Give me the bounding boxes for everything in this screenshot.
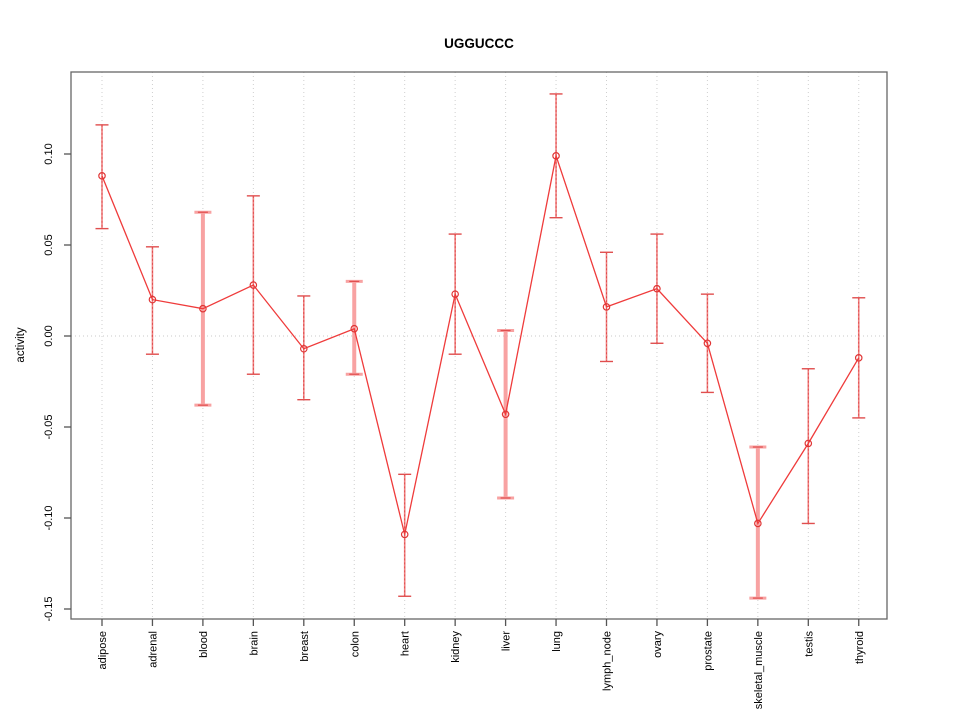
axes xyxy=(64,71,888,626)
data-point-prostate xyxy=(703,339,712,348)
data-point-kidney xyxy=(451,290,459,298)
data-point-brain xyxy=(249,281,258,289)
x-tick-label-kidney: kidney xyxy=(450,631,462,663)
x-tick-label-ovary: ovary xyxy=(652,631,664,658)
data-point-blood xyxy=(199,304,207,313)
x-tick-label-heart: heart xyxy=(400,631,412,656)
series-line xyxy=(101,153,860,535)
data-point-adipose xyxy=(98,172,106,180)
y-tick-label--0.05: -0.05 xyxy=(43,414,55,439)
data-point-breast xyxy=(299,344,308,353)
data-point-skeletal_muscle xyxy=(754,519,762,528)
data-point-ovary xyxy=(653,284,661,293)
x-tick-label-colon: colon xyxy=(349,631,361,657)
x-tick-label-breast: breast xyxy=(299,631,311,662)
error-bars xyxy=(95,93,866,600)
data-point-colon xyxy=(350,324,359,333)
y-tick-label--0.15: -0.15 xyxy=(43,596,55,621)
data-point-liver xyxy=(501,410,510,419)
data-points xyxy=(98,152,863,539)
axis-labels: 0.10 0.05 0.00 -0.05 -0.10 -0.15 adipose adrena… xyxy=(43,143,866,709)
y-axis-title: activity xyxy=(15,327,27,362)
data-point-lymph_node xyxy=(602,303,611,311)
x-tick-label-blood: blood xyxy=(198,631,210,658)
data-point-adrenal xyxy=(148,295,157,304)
x-tick-label-thyroid: thyroid xyxy=(854,631,866,664)
data-point-lung xyxy=(552,152,560,160)
x-tick-label-adrenal: adrenal xyxy=(147,631,159,668)
y-tick-label-0.00: 0.00 xyxy=(43,325,55,346)
y-tick-label-0.10: 0.10 xyxy=(43,143,55,164)
series-polyline xyxy=(101,153,860,535)
x-tick-label-lymph_node: lymph_node xyxy=(602,631,614,691)
x-tick-label-liver: liver xyxy=(501,631,513,652)
data-point-testis xyxy=(804,439,813,448)
chart-title: UGGUCCC xyxy=(444,36,514,51)
x-tick-label-prostate: prostate xyxy=(702,631,714,671)
x-tick-label-skeletal_muscle: skeletal_muscle xyxy=(753,631,765,709)
gridlines xyxy=(71,72,887,619)
x-tick-label-testis: testis xyxy=(803,631,815,657)
data-point-heart xyxy=(400,530,409,539)
plot-box xyxy=(70,71,888,620)
y-tick-label--0.10: -0.10 xyxy=(43,505,55,530)
y-tick-label-0.05: 0.05 xyxy=(43,234,55,255)
x-tick-label-adipose: adipose xyxy=(97,631,109,670)
x-tick-label-brain: brain xyxy=(248,631,260,655)
x-tick-label-lung: lung xyxy=(551,631,563,652)
data-point-thyroid xyxy=(854,354,863,362)
